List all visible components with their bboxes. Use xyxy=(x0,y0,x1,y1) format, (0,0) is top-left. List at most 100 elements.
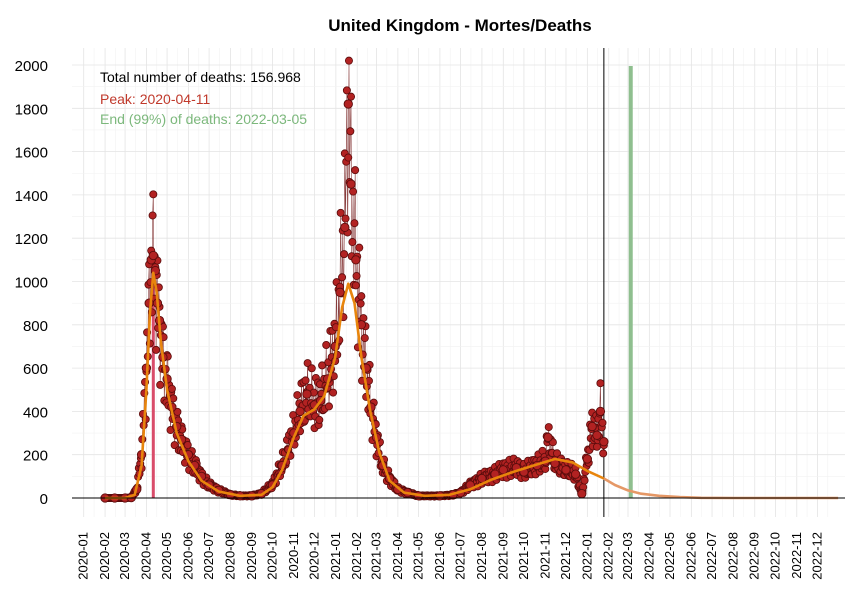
x-tick-label: 2021-08 xyxy=(474,532,489,580)
data-point-key xyxy=(148,250,158,261)
x-tick-label: 2021-06 xyxy=(432,532,447,580)
data-point xyxy=(351,281,360,290)
annotation-peak: Peak: 2020-04-11 xyxy=(100,91,210,107)
x-tick-label: 2020-11 xyxy=(286,532,301,579)
x-tick-label: 2022-10 xyxy=(767,532,782,580)
y-tick-label: 1200 xyxy=(15,231,48,248)
data-point-key xyxy=(599,437,609,447)
data-point-key xyxy=(302,389,312,399)
data-point-key xyxy=(570,469,581,479)
x-tick-label: 2020-12 xyxy=(307,532,322,580)
annotation-end: End (99%) of deaths: 2022-03-05 xyxy=(100,111,307,127)
y-tick-label: 2000 xyxy=(15,58,48,75)
y-tick-label: 1000 xyxy=(15,275,48,292)
data-point xyxy=(293,391,302,400)
data-point xyxy=(580,476,589,485)
x-tick-label: 2021-11 xyxy=(537,532,552,579)
x-tick-label: 2020-06 xyxy=(180,532,195,580)
data-point xyxy=(301,376,310,385)
x-tick-label: 2020-02 xyxy=(97,532,112,580)
x-tick-label: 2020-01 xyxy=(76,532,91,580)
data-point xyxy=(350,219,359,228)
x-tick-labels: 2020-01 2020-02 2020-03 2020-04 2020-05 2020-… xyxy=(76,532,825,580)
data-point-key xyxy=(577,489,587,499)
data-point xyxy=(599,449,608,458)
data-point xyxy=(553,449,562,458)
data-point xyxy=(356,299,365,308)
data-point xyxy=(598,418,607,427)
data-point xyxy=(303,359,312,368)
data-point-key xyxy=(295,406,305,417)
data-point-key xyxy=(592,430,602,440)
data-point xyxy=(592,442,601,451)
y-tick-label: 200 xyxy=(23,448,48,465)
data-point-key xyxy=(346,179,356,189)
annotation-total: Total number of deaths: 156.968 xyxy=(100,69,301,85)
y-tick-label: 800 xyxy=(23,318,48,335)
x-tick-label: 2021-03 xyxy=(369,532,384,580)
x-tick-label: 2022-01 xyxy=(579,532,594,580)
grid xyxy=(72,48,845,517)
data-point xyxy=(347,92,356,101)
x-tick-label: 2021-05 xyxy=(411,532,426,580)
x-tick-label: 2021-01 xyxy=(328,532,343,580)
data-point xyxy=(173,407,182,416)
data-point xyxy=(360,334,369,343)
x-tick-label: 2020-09 xyxy=(244,532,259,580)
data-point xyxy=(342,86,351,95)
data-point xyxy=(344,56,353,65)
data-point xyxy=(156,380,165,389)
data-point-key xyxy=(498,465,508,475)
data-point xyxy=(349,187,358,196)
smoothed-curve xyxy=(105,271,605,500)
x-tick-label: 2020-03 xyxy=(117,532,132,580)
data-point xyxy=(355,243,364,252)
data-point xyxy=(341,214,350,223)
data-point xyxy=(148,211,157,220)
data-point xyxy=(348,238,357,247)
data-point xyxy=(329,388,338,397)
chart-title: United Kingdom - Mortes/Deaths xyxy=(328,16,592,35)
data-point xyxy=(324,402,333,411)
data-point xyxy=(183,441,192,450)
y-tick-labels: 0 200 400 600 800 1000 1200 1400 1600 1800 2000 xyxy=(15,58,48,508)
x-tick-label: 2020-08 xyxy=(223,532,238,580)
data-point-key xyxy=(561,465,571,475)
data-point-key xyxy=(343,99,353,109)
x-tick-label: 2020-04 xyxy=(138,532,153,580)
x-tick-label: 2022-02 xyxy=(601,532,616,580)
x-tick-label: 2022-08 xyxy=(725,532,740,580)
data-point xyxy=(315,415,324,424)
x-tick-label: 2022-11 xyxy=(789,532,804,579)
data-point-key xyxy=(543,432,553,443)
data-point xyxy=(167,384,176,393)
data-point-key xyxy=(582,454,592,464)
x-tick-label: 2022-12 xyxy=(809,532,824,580)
y-tick-label: 0 xyxy=(40,491,48,508)
y-tick-label: 600 xyxy=(23,361,48,378)
x-tick-label: 2020-10 xyxy=(265,532,280,580)
data-point xyxy=(340,250,349,259)
x-tick-label: 2022-03 xyxy=(620,532,635,580)
data-point xyxy=(322,341,331,350)
x-tick-label: 2021-09 xyxy=(495,532,510,580)
y-tick-label: 1600 xyxy=(15,145,48,162)
data-point xyxy=(152,345,161,354)
x-tick-label: 2021-10 xyxy=(516,532,531,580)
data-point xyxy=(351,166,360,175)
x-tick-label: 2021-02 xyxy=(349,532,364,580)
data-point xyxy=(307,364,316,373)
x-tick-label: 2022-07 xyxy=(704,532,719,580)
x-tick-label: 2022-09 xyxy=(747,532,762,580)
x-tick-label: 2021-04 xyxy=(390,532,405,580)
x-tick-label: 2021-12 xyxy=(558,532,573,580)
data-point xyxy=(170,441,179,450)
x-tick-label: 2022-06 xyxy=(683,532,698,580)
data-point xyxy=(149,190,158,199)
y-tick-label: 400 xyxy=(23,404,48,421)
data-point xyxy=(357,292,366,301)
data-point xyxy=(596,379,605,388)
data-point-key xyxy=(340,222,350,233)
y-tick-label: 1400 xyxy=(15,188,48,205)
